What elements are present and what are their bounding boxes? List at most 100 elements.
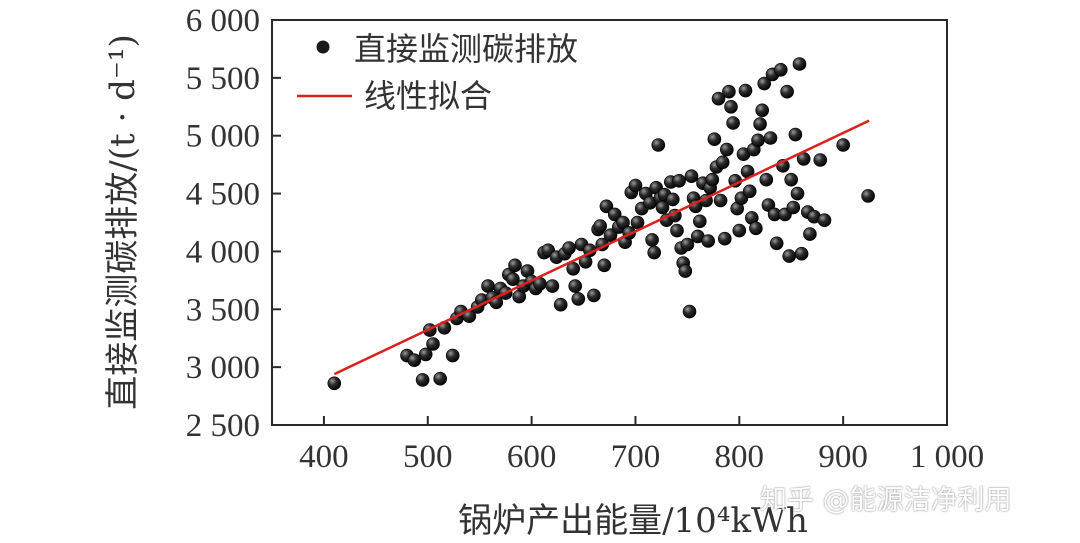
y-axis: 2 500 3 000 3 500 4 000 4 500 5 000 5 500 6 000: [186, 3, 281, 444]
scatter-point: [593, 219, 608, 233]
scatter-point: [724, 100, 738, 114]
scatter-point: [794, 246, 809, 261]
scatter-point: [769, 236, 784, 251]
scatter-point: [665, 192, 680, 207]
scatter-point: [790, 186, 805, 201]
legend-label-line: 线性拟合: [364, 77, 492, 115]
scatter-point: [753, 117, 767, 131]
scatter-point: [719, 142, 734, 157]
x-tick-label: 800: [715, 439, 765, 475]
scatter-point: [407, 353, 422, 368]
x-tick-label: 1 000: [910, 439, 984, 475]
x-axis-title: 锅炉产出能量/10⁴kWh: [458, 501, 808, 541]
scatter-point: [680, 237, 695, 252]
y-tick-label: 4 000: [186, 234, 260, 270]
scatter-point: [553, 297, 568, 312]
scatter-point: [678, 264, 693, 278]
y-axis-title: 直接监测碳排放/(t · d⁻¹): [103, 34, 143, 409]
scatter-point: [784, 172, 799, 187]
y-tick-label: 5 000: [186, 119, 260, 155]
scatter-point: [755, 103, 770, 118]
scatter-point: [672, 174, 686, 188]
scatter-point: [759, 172, 774, 187]
x-tick-label: 500: [403, 439, 453, 475]
scatter-point: [651, 138, 666, 152]
scatter-point: [817, 213, 832, 227]
scatter-point: [628, 178, 643, 193]
x-tick-label: 400: [299, 439, 349, 475]
y-tick-label: 3 500: [186, 292, 260, 328]
scatter-point: [599, 199, 614, 214]
scatter-point: [630, 215, 645, 230]
scatter-point: [603, 228, 618, 242]
scatter-point: [786, 200, 801, 215]
scatter-point: [647, 245, 662, 260]
fit-line: [333, 119, 870, 376]
scatter-point: [571, 292, 586, 306]
scatter-point: [726, 116, 740, 130]
scatter-point: [415, 373, 430, 387]
fit-line-group: [333, 119, 870, 376]
scatter-point: [692, 214, 707, 229]
scatter-point: [684, 169, 699, 183]
scatter-point: [682, 304, 697, 319]
legend: 直接监测碳排放 线性拟合: [297, 30, 578, 115]
y-tick-label: 3 000: [186, 350, 260, 386]
x-axis: 400 500 600 700 800 900 1 000: [299, 416, 984, 475]
scatter-point: [481, 279, 495, 293]
scatter-point: [751, 133, 765, 148]
legend-label-scatter: 直接监测碳排放: [354, 30, 578, 68]
scatter-point: [711, 91, 726, 106]
scatter-point: [715, 155, 730, 170]
x-tick-label: 600: [507, 439, 557, 475]
scatter-point: [445, 348, 460, 363]
scatter-point: [742, 184, 757, 199]
scatter-points: [327, 57, 875, 391]
scatter-point: [757, 76, 772, 91]
scatter-point: [713, 193, 728, 208]
scatter-point: [803, 227, 817, 241]
scatter-point: [707, 132, 722, 146]
scatter-point: [327, 376, 342, 391]
scatter-point: [732, 223, 747, 238]
scatter-point: [749, 221, 763, 236]
scatter-point: [670, 223, 684, 238]
scatter-point: [701, 234, 716, 248]
scatter-point: [773, 63, 788, 77]
x-tick-label: 700: [611, 439, 661, 475]
scatter-point: [738, 83, 753, 98]
scatter-point: [836, 138, 851, 152]
scatter-point: [508, 258, 522, 273]
scatter-point: [566, 261, 581, 276]
y-tick-label: 6 000: [186, 3, 260, 39]
scatter-point: [788, 127, 803, 142]
scatter-point: [568, 279, 583, 293]
scatter-point: [426, 337, 440, 351]
legend-marker-scatter: [316, 40, 330, 54]
scatter-point: [722, 84, 736, 99]
scatter-point: [813, 153, 828, 167]
watermark: 知乎 @能源洁净利用: [760, 485, 1012, 516]
plot-frame: [271, 19, 948, 426]
scatter-point: [545, 279, 560, 293]
scatter-point: [433, 371, 448, 386]
scatter-point: [792, 57, 807, 71]
scatter-point: [861, 189, 875, 203]
scatter-point: [782, 249, 797, 263]
scatter-point: [597, 258, 612, 273]
scatter-point: [418, 347, 433, 362]
scatter-point: [780, 84, 794, 99]
scatter-point: [587, 288, 601, 303]
scatter-point: [717, 231, 732, 246]
scatter-point: [705, 172, 720, 187]
scatter-point: [616, 215, 630, 230]
scatter-point: [506, 272, 520, 287]
y-tick-label: 4 500: [186, 177, 260, 213]
scatter-point: [645, 233, 659, 247]
y-tick-label: 2 500: [186, 408, 260, 444]
x-tick-label: 900: [818, 439, 868, 475]
scatter-point: [763, 131, 778, 145]
scatter-point: [607, 207, 622, 222]
y-tick-label: 5 500: [186, 61, 260, 97]
